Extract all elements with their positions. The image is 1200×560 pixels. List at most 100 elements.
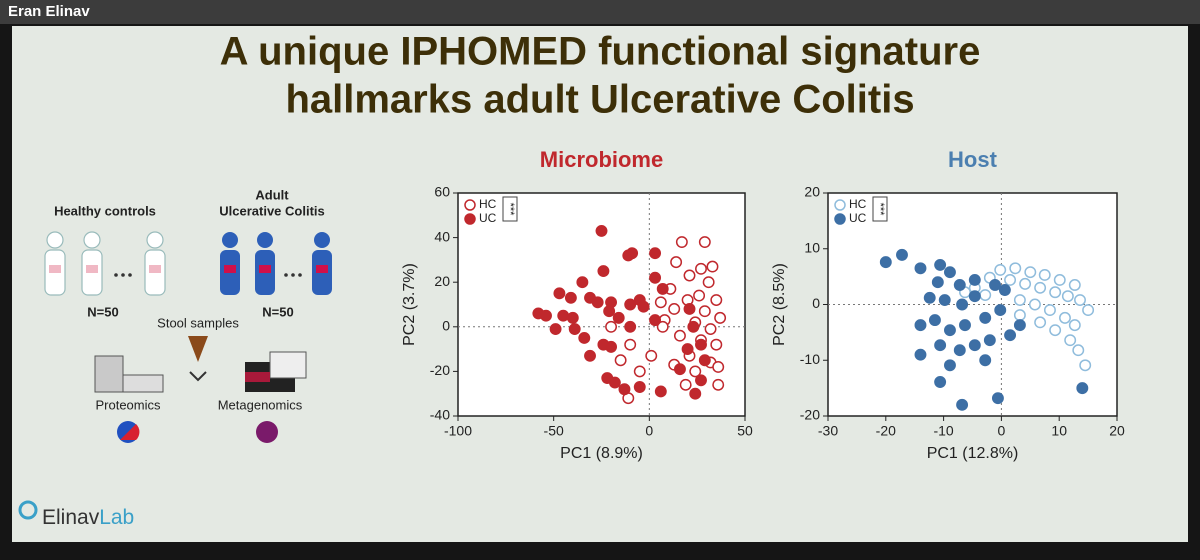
significance-box (872, 196, 888, 222)
data-point (1061, 290, 1074, 303)
data-point (983, 334, 996, 347)
data-point (603, 305, 616, 318)
x-tick-label: 20 (1109, 423, 1125, 439)
data-point (618, 383, 631, 396)
proteomics-label: Proteomics (95, 397, 161, 412)
data-point (1013, 319, 1026, 332)
x-axis-label: PC1 (12.8%) (927, 445, 1019, 462)
chart-title: Host (948, 147, 998, 172)
x-tick-label: 0 (998, 423, 1006, 439)
slide-title: A unique IPHOMED functional signature ha… (220, 30, 981, 122)
data-point (914, 262, 927, 275)
data-point (712, 378, 725, 391)
data-point (712, 360, 725, 373)
data-point (612, 311, 625, 324)
legend-marker (834, 213, 846, 225)
data-point (1049, 324, 1062, 337)
stool-label: Stool samples (157, 315, 239, 330)
logo-text: ElinavLab (42, 506, 134, 529)
y-tick-label: 20 (434, 273, 450, 289)
data-point (1053, 274, 1066, 286)
n-healthy: N=50 (87, 304, 118, 319)
proteomics-icon (94, 355, 164, 393)
x-tick-label: 0 (645, 423, 653, 439)
n-uc: N=50 (262, 304, 293, 319)
data-point (979, 289, 992, 301)
header-bar (0, 0, 1200, 24)
healthy-gut (49, 265, 161, 273)
metagenomics-badge (256, 421, 278, 443)
data-point (557, 309, 570, 322)
data-point (968, 274, 981, 286)
data-point (1004, 274, 1017, 286)
y-tick-label: 10 (804, 239, 820, 255)
data-point (595, 224, 608, 237)
legend-marker (834, 199, 846, 211)
y-tick-label: -40 (430, 407, 450, 423)
data-point (689, 365, 702, 378)
speaker-name: Eran Elinav (8, 3, 90, 20)
data-point (1079, 359, 1092, 372)
data-point (614, 354, 627, 367)
data-point (1024, 266, 1037, 279)
data-point (998, 284, 1011, 296)
data-point (1072, 344, 1085, 357)
data-point (991, 392, 1004, 405)
data-point (681, 343, 694, 356)
data-point (1019, 277, 1032, 290)
data-point (624, 338, 637, 351)
data-point (1068, 279, 1081, 291)
y-tick-label: 0 (442, 318, 450, 334)
chart-title: Microbiome (540, 147, 663, 172)
legend-label: HC (849, 197, 867, 211)
data-point (597, 265, 610, 277)
data-point (605, 320, 618, 333)
data-point (944, 359, 956, 372)
y-tick-label: -10 (800, 351, 820, 367)
data-point (1034, 281, 1047, 294)
data-point (959, 319, 971, 332)
data-point (989, 279, 1001, 291)
x-tick-label: 50 (737, 423, 753, 439)
data-point (1049, 286, 1062, 299)
data-point (979, 311, 992, 324)
legend-marker (464, 199, 476, 211)
y-tick-label: -20 (800, 407, 820, 423)
data-point (578, 332, 591, 344)
data-point (670, 256, 683, 269)
x-tick-label: -10 (933, 423, 953, 439)
data-point (1009, 262, 1022, 275)
data-point (1004, 329, 1017, 342)
logo-part: Elinav (42, 506, 100, 529)
data-point (649, 247, 662, 260)
legend-label: HC (479, 197, 497, 211)
data-point (1064, 334, 1077, 347)
healthy-label: Healthy controls (54, 203, 156, 218)
data-point (914, 348, 927, 361)
legend-marker (464, 213, 476, 225)
data-point (564, 291, 577, 304)
y-tick-label: 0 (812, 295, 820, 311)
data-point (656, 282, 669, 295)
data-point (687, 320, 700, 333)
logo-part: Lab (99, 506, 134, 529)
data-point (710, 338, 723, 351)
data-point (553, 287, 566, 300)
data-point (591, 296, 604, 309)
data-point (695, 374, 707, 387)
title-line: hallmarks adult Ulcerative Colitis (285, 78, 914, 122)
data-point (1038, 269, 1051, 281)
legend-label: UC (479, 211, 497, 225)
data-point (624, 298, 637, 311)
cohort-diagram: Healthy controls Adult Ulcerative Coliti… (44, 187, 332, 443)
data-point (968, 339, 981, 352)
data-point (1059, 311, 1071, 324)
data-point (649, 314, 662, 327)
data-point (605, 340, 618, 353)
data-point (938, 294, 951, 306)
data-point (1028, 298, 1041, 311)
metagenomics-icon (245, 351, 307, 392)
data-point (683, 269, 696, 282)
y-tick-label: 40 (434, 228, 450, 244)
data-point (656, 320, 669, 333)
